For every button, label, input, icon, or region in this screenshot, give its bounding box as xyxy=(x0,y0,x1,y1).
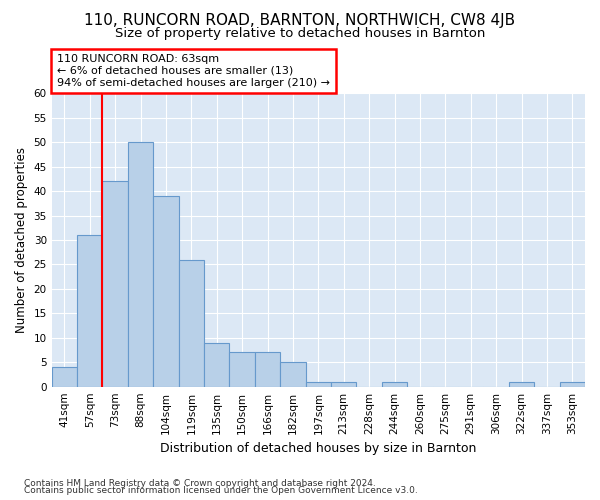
X-axis label: Distribution of detached houses by size in Barnton: Distribution of detached houses by size … xyxy=(160,442,476,455)
Bar xyxy=(179,260,204,386)
Bar xyxy=(128,142,153,386)
Bar xyxy=(280,362,305,386)
Bar xyxy=(229,352,255,386)
Bar xyxy=(331,382,356,386)
Text: Size of property relative to detached houses in Barnton: Size of property relative to detached ho… xyxy=(115,28,485,40)
Bar xyxy=(103,182,128,386)
Bar xyxy=(52,367,77,386)
Bar xyxy=(509,382,534,386)
Bar xyxy=(77,235,103,386)
Bar xyxy=(153,196,179,386)
Bar xyxy=(305,382,331,386)
Bar xyxy=(560,382,585,386)
Bar xyxy=(255,352,280,386)
Bar xyxy=(382,382,407,386)
Text: 110, RUNCORN ROAD, BARNTON, NORTHWICH, CW8 4JB: 110, RUNCORN ROAD, BARNTON, NORTHWICH, C… xyxy=(85,12,515,28)
Text: 110 RUNCORN ROAD: 63sqm
← 6% of detached houses are smaller (13)
94% of semi-det: 110 RUNCORN ROAD: 63sqm ← 6% of detached… xyxy=(57,54,330,88)
Text: Contains HM Land Registry data © Crown copyright and database right 2024.: Contains HM Land Registry data © Crown c… xyxy=(24,478,376,488)
Text: Contains public sector information licensed under the Open Government Licence v3: Contains public sector information licen… xyxy=(24,486,418,495)
Bar xyxy=(204,342,229,386)
Y-axis label: Number of detached properties: Number of detached properties xyxy=(15,147,28,333)
